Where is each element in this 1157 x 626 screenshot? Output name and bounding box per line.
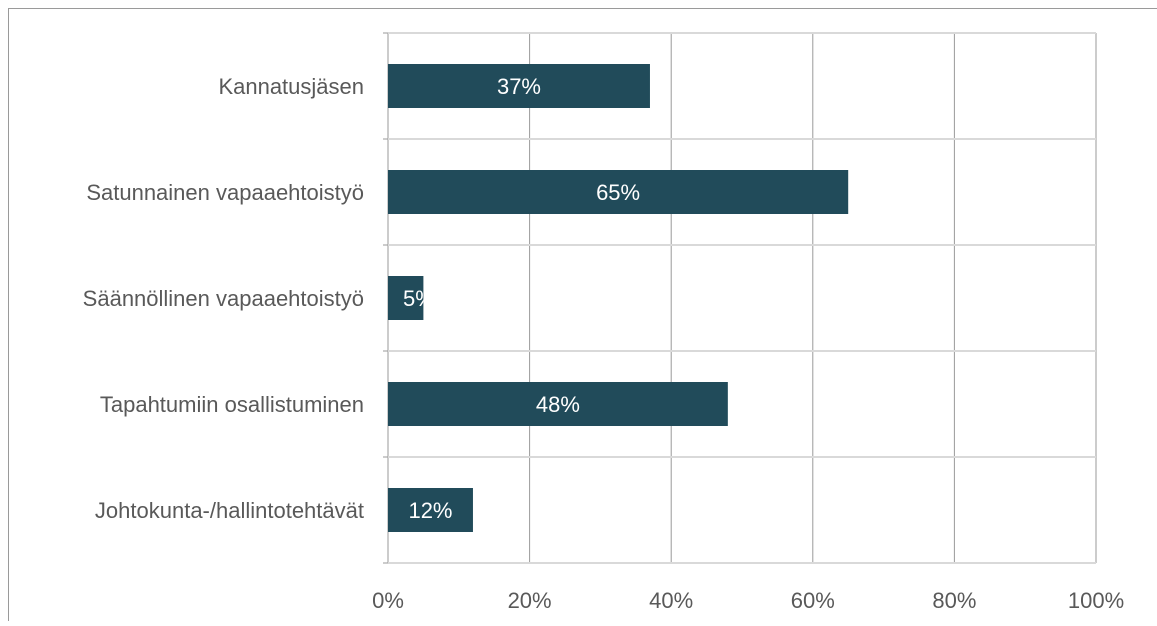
- bar-data-label: 65%: [596, 180, 640, 205]
- chart-frame-left: [8, 8, 9, 621]
- bar: [388, 276, 424, 320]
- grid-layer: [383, 32, 1097, 564]
- bar: [388, 170, 849, 214]
- chart-frame-top: [8, 8, 1157, 9]
- category-label: Kannatusjäsen: [218, 74, 364, 99]
- bar: [388, 488, 473, 532]
- x-axis-tick-label: 100%: [1068, 588, 1124, 613]
- bar-data-label: 12%: [408, 498, 452, 523]
- x-axis-tick-label: 20%: [508, 588, 552, 613]
- category-label: Johtokunta-/hallintotehtävät: [95, 498, 364, 523]
- bar: [388, 64, 650, 108]
- bar: [388, 382, 728, 426]
- bar-data-label: 48%: [536, 392, 580, 417]
- x-axis-tick-label: 40%: [649, 588, 693, 613]
- x-axis-tick-label: 60%: [791, 588, 835, 613]
- x-axis-tick-label: 0%: [372, 588, 404, 613]
- category-labels: Kannatusjäsen Satunnainen vapaaehtoistyö S…: [83, 74, 364, 523]
- bar-data-label: 5%: [403, 286, 435, 311]
- category-separators: [388, 32, 1096, 564]
- category-label: Tapahtumiin osallistuminen: [100, 392, 364, 417]
- bar-data-label: 37%: [497, 74, 541, 99]
- category-label: Säännöllinen vapaaehtoistyö: [83, 286, 364, 311]
- x-axis-tick-label: 80%: [932, 588, 976, 613]
- x-axis-tick-labels: 0% 20% 40% 60% 80% 100%: [372, 588, 1124, 613]
- category-label: Satunnainen vapaaehtoistyö: [86, 180, 364, 205]
- bar-series: 37% 65% 5% 48% 12%: [388, 64, 849, 532]
